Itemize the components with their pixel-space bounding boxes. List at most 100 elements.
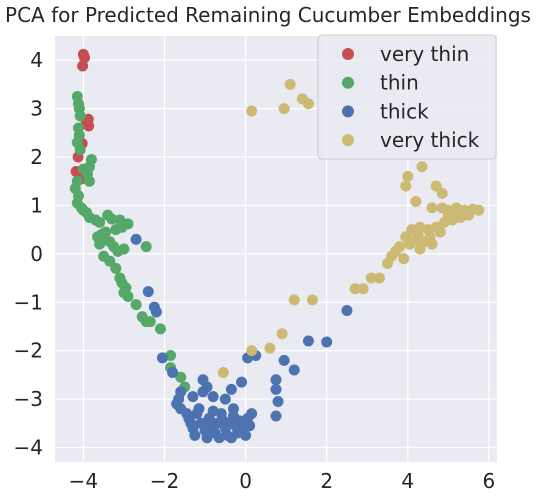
- data-point: [349, 283, 361, 295]
- data-point: [302, 335, 314, 347]
- x-tick-label: 0: [239, 469, 252, 493]
- y-tick-label: 4: [30, 48, 43, 72]
- data-point: [94, 216, 106, 228]
- data-point: [236, 376, 248, 388]
- data-point: [189, 429, 201, 441]
- data-point: [288, 364, 300, 376]
- data-point: [207, 405, 219, 417]
- data-point: [284, 78, 296, 90]
- data-point: [382, 258, 394, 270]
- x-tick-label: 4: [401, 469, 414, 493]
- legend-marker: [342, 105, 354, 118]
- data-point: [341, 304, 353, 316]
- data-point: [94, 238, 106, 250]
- series-very-thick: [217, 78, 485, 378]
- data-point: [270, 410, 282, 422]
- data-point: [473, 204, 485, 216]
- data-point: [426, 202, 438, 214]
- data-point: [398, 253, 410, 265]
- data-point: [414, 243, 426, 255]
- data-point: [410, 196, 422, 208]
- y-tick-label: 2: [30, 145, 43, 169]
- data-point: [240, 429, 252, 441]
- data-point: [219, 393, 231, 405]
- data-point: [122, 290, 134, 302]
- y-tick-label: 0: [30, 242, 43, 266]
- data-point: [106, 213, 118, 225]
- data-point: [201, 432, 213, 444]
- data-point: [272, 395, 284, 407]
- data-point: [144, 316, 156, 328]
- data-point: [213, 432, 225, 444]
- data-point: [430, 180, 442, 192]
- data-point: [187, 391, 199, 403]
- legend-label: thick: [380, 99, 429, 123]
- data-point: [110, 262, 122, 274]
- y-axis-ticks: 4 3 2 1 0 −1 −2 −3 −4: [14, 48, 43, 459]
- x-tick-label: −2: [150, 469, 179, 493]
- data-point: [130, 299, 142, 311]
- data-point: [436, 187, 448, 199]
- x-axis-ticks: −4 −2 0 2 4 6: [69, 469, 496, 493]
- legend-label: thin: [380, 71, 419, 95]
- data-point: [74, 110, 86, 122]
- legend-label: very thin: [380, 42, 469, 66]
- data-point: [276, 328, 288, 340]
- data-point: [357, 283, 369, 295]
- chart-title: PCA for Predicted Remaining Cucumber Emb…: [5, 3, 531, 27]
- data-point: [79, 52, 91, 64]
- data-point: [244, 420, 256, 432]
- data-point: [225, 432, 237, 444]
- data-point: [434, 226, 446, 238]
- data-point: [217, 366, 229, 378]
- legend-label: very thick: [380, 128, 480, 152]
- series-thin: [69, 91, 191, 393]
- y-tick-label: −2: [14, 339, 43, 363]
- data-point: [365, 272, 377, 284]
- data-point: [122, 218, 134, 230]
- data-point: [416, 161, 428, 173]
- data-point: [412, 228, 424, 240]
- data-point: [74, 144, 86, 156]
- data-point: [104, 255, 116, 267]
- data-point: [264, 342, 276, 354]
- data-point: [110, 224, 122, 236]
- data-point: [278, 354, 290, 366]
- data-point: [227, 403, 239, 415]
- x-tick-label: −4: [69, 469, 98, 493]
- series-thick: [130, 233, 353, 444]
- data-point: [424, 231, 436, 243]
- y-tick-label: 3: [30, 97, 43, 121]
- data-point: [112, 245, 124, 257]
- y-tick-label: −4: [14, 435, 43, 459]
- legend-marker: [342, 134, 354, 147]
- data-point: [156, 352, 168, 364]
- legend: very thin thin thick very thick: [317, 34, 497, 160]
- scatter-points: [69, 48, 485, 444]
- legend-marker: [342, 76, 354, 89]
- y-tick-label: 1: [30, 193, 43, 217]
- data-point: [373, 272, 385, 284]
- data-point: [193, 403, 205, 415]
- data-point: [150, 306, 162, 318]
- data-point: [225, 383, 237, 395]
- legend-box: [317, 34, 497, 160]
- y-tick-label: −3: [14, 387, 43, 411]
- data-point: [197, 386, 209, 398]
- y-tick-label: −1: [14, 290, 43, 314]
- x-tick-label: 2: [320, 469, 333, 493]
- data-point: [278, 103, 290, 115]
- x-tick-label: 6: [483, 469, 496, 493]
- data-point: [442, 209, 454, 221]
- data-point: [83, 175, 95, 187]
- data-point: [77, 60, 89, 72]
- data-point: [207, 391, 219, 403]
- data-point: [404, 238, 416, 250]
- legend-marker: [342, 48, 354, 60]
- data-point: [140, 241, 152, 253]
- data-point: [167, 366, 179, 378]
- data-point: [246, 345, 258, 357]
- data-point: [246, 408, 258, 420]
- data-point: [246, 105, 258, 117]
